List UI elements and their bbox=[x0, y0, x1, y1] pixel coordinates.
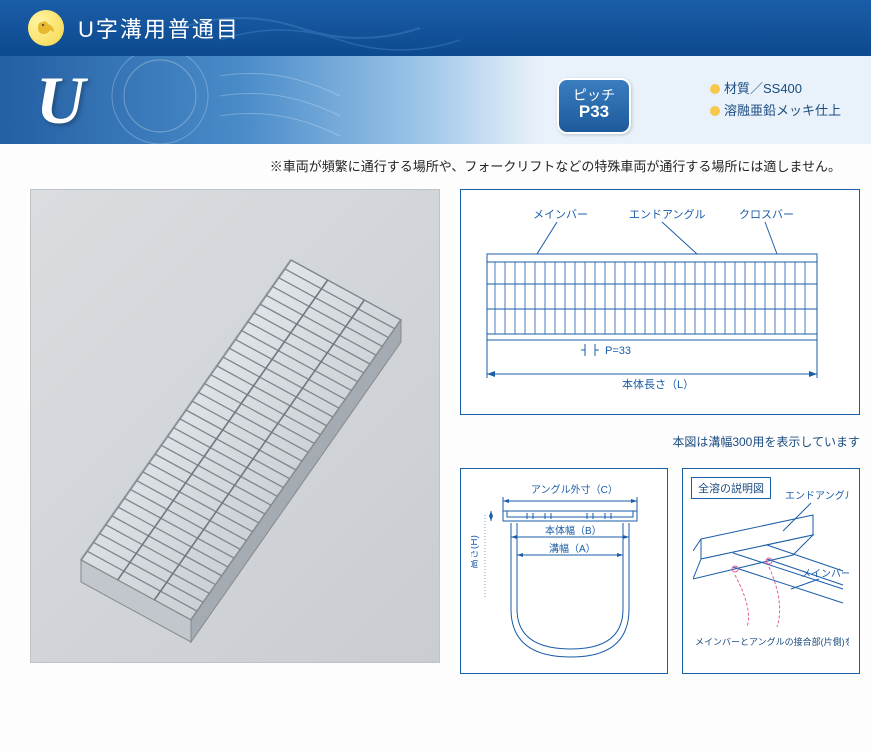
label-angle-out: アングル外寸（C） bbox=[531, 483, 618, 496]
diagram-weld: 全溶の説明図 エンドアングル メインバー bbox=[682, 468, 860, 674]
pitch-badge: ピッチ P33 bbox=[557, 78, 631, 134]
left-column bbox=[30, 189, 440, 674]
pitch-label: ピッチ bbox=[573, 87, 615, 103]
bullet-icon bbox=[710, 84, 720, 94]
label-main-bar: メインバー bbox=[533, 208, 588, 221]
label-cross-bar: クロスバー bbox=[739, 208, 794, 221]
bullet-icon bbox=[710, 106, 720, 116]
product-letter: U bbox=[36, 61, 85, 140]
label-height: 高さ(H) bbox=[471, 535, 480, 569]
pitch-value: P33 bbox=[579, 102, 609, 121]
diagram-top-view: メインバー エンドアングル クロスバー bbox=[460, 189, 860, 415]
diagram-caption: 本図は溝幅300用を表示しています bbox=[460, 433, 860, 450]
label-length: 本体長さ（L） bbox=[622, 377, 694, 391]
logo-icon bbox=[28, 10, 64, 46]
weld-box-label: 全溶の説明図 bbox=[691, 477, 771, 499]
right-column: メインバー エンドアングル クロスバー bbox=[460, 189, 860, 674]
lower-diagrams: アングル外寸（C） bbox=[460, 468, 860, 674]
label-body-width: 本体幅（B） bbox=[545, 524, 602, 537]
label-end-angle2: エンドアングル bbox=[785, 489, 849, 502]
page-header: U字溝用普通目 bbox=[0, 0, 871, 56]
spec-finish: 溶融亜鉛メッキ仕上 bbox=[724, 103, 841, 118]
label-weld-note: メインバーとアングルの接合部(片側)を10㎜以上すみ肉溶接 bbox=[695, 636, 849, 647]
diagram-cross-section: アングル外寸（C） bbox=[460, 468, 668, 674]
warning-note: ※車両が頻繁に通行する場所や、フォークリフトなどの特殊車両が通行する場所には適し… bbox=[0, 144, 871, 183]
label-end-angle: エンドアングル bbox=[629, 207, 706, 221]
label-main-bar2: メインバー bbox=[801, 568, 849, 580]
header-title: U字溝用普通目 bbox=[78, 12, 240, 44]
product-photo bbox=[30, 189, 440, 663]
content: メインバー エンドアングル クロスバー bbox=[0, 183, 871, 694]
specs: 材質／SS400 溶融亜鉛メッキ仕上 bbox=[710, 78, 841, 122]
label-pitch: P=33 bbox=[605, 345, 631, 357]
header-decor bbox=[180, 0, 580, 56]
label-groove-width: 溝幅（A） bbox=[549, 542, 596, 555]
spec-material: 材質／SS400 bbox=[724, 81, 802, 96]
sub-header: U ピッチ P33 材質／SS400 溶融亜鉛メッキ仕上 bbox=[0, 56, 871, 144]
swirl-decor bbox=[80, 56, 380, 144]
